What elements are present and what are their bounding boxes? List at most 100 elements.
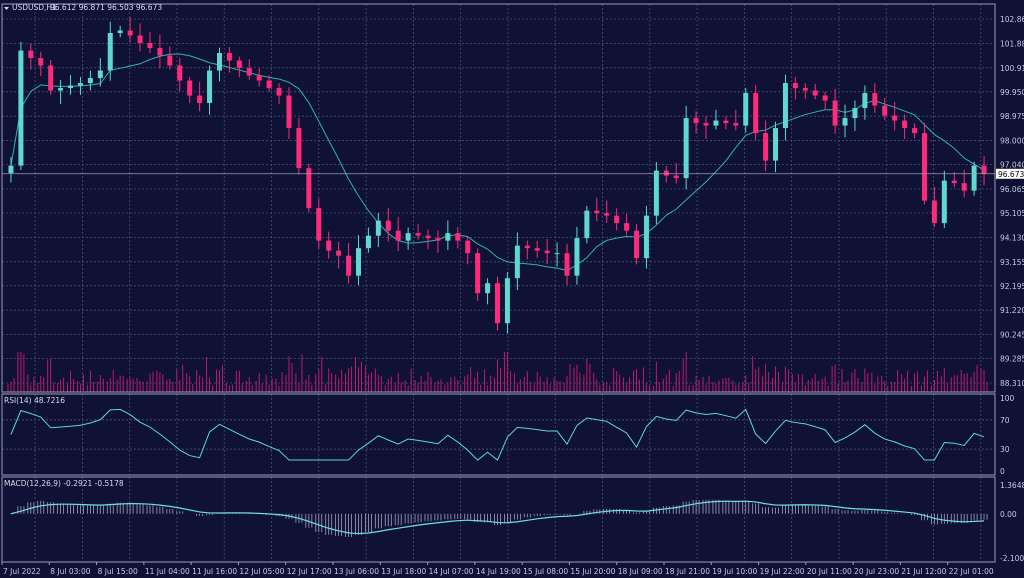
candle-bear <box>594 210 600 214</box>
price-tick-label: 91.220 <box>1000 306 1024 315</box>
x-tick-label: 18 Jul 09:00 <box>618 567 663 576</box>
price-tick-label: 92.195 <box>1000 282 1024 291</box>
candle-bear <box>187 80 193 96</box>
candle-bear <box>246 68 252 76</box>
candle-bear <box>137 35 143 44</box>
candle-bull <box>504 278 510 324</box>
candle-bear <box>495 283 500 324</box>
x-tick-label: 8 Jul 03:00 <box>50 567 90 576</box>
candle-bull <box>971 165 977 191</box>
candle-bear <box>177 65 183 81</box>
x-tick-label: 19 Jul 10:00 <box>712 567 757 576</box>
candle-bull <box>58 88 64 91</box>
candle-bull <box>584 210 590 239</box>
x-tick-label: 18 Jul 21:00 <box>665 567 710 576</box>
candle-bear <box>48 65 54 91</box>
candle-bull <box>97 70 103 79</box>
x-tick-label: 21 Jul 12:00 <box>901 567 946 576</box>
candle-bull <box>216 53 222 71</box>
candle-bear <box>266 80 272 89</box>
symbol-label: USDUSD,H1 <box>12 3 57 12</box>
rsi-tick-label: 70 <box>1000 416 1010 425</box>
candle-bull <box>683 118 689 179</box>
candle-bear <box>892 115 898 121</box>
candle-bear <box>425 235 431 239</box>
x-tick-label: 13 Jul 06:00 <box>334 567 379 576</box>
candle-bear <box>763 133 769 161</box>
macd-title: MACD(12,26,9) -0.2921 -0.5178 <box>4 479 124 488</box>
candle-bull <box>207 70 213 104</box>
candle-bear <box>673 175 679 179</box>
candle-bear <box>912 128 918 134</box>
candle-bull <box>941 180 947 224</box>
candle-bear <box>395 230 401 241</box>
candle-bear <box>753 93 759 134</box>
candle-bull <box>852 108 858 119</box>
price-tick-label: 88.310 <box>1000 379 1024 388</box>
chart-header: USDUSD,H1 96.612 96.871 96.503 96.673 <box>4 3 162 12</box>
candle-bull <box>743 93 749 126</box>
candle-bull <box>862 93 868 109</box>
macd-signal-line <box>10 500 985 535</box>
price-tick-label: 96.065 <box>1000 185 1024 194</box>
candle-bear <box>921 133 927 201</box>
candles <box>8 17 987 334</box>
price-tick-label: 94.130 <box>1000 233 1024 242</box>
x-tick-label: 11 Jul 16:00 <box>192 567 237 576</box>
x-tick-label: 22 Jul 01:00 <box>949 567 994 576</box>
panel-border <box>1 476 996 563</box>
candle-bear <box>902 120 908 129</box>
candle-bear <box>703 123 709 126</box>
macd-panel <box>10 499 988 538</box>
candle-bear <box>475 253 481 294</box>
candle-bull <box>77 83 83 86</box>
price-tick-label: 99.950 <box>1000 88 1024 97</box>
dropdown-triangle-icon[interactable] <box>4 7 9 10</box>
macd-tick-label: 0.00 <box>1000 510 1017 519</box>
x-tick-label: 12 Jul 17:00 <box>287 567 332 576</box>
candle-bear <box>614 215 620 224</box>
x-tick-label: 14 Jul 07:00 <box>429 567 474 576</box>
rsi-tick-label: 30 <box>1000 445 1010 454</box>
candle-bull <box>68 85 74 89</box>
price-tick-label: 93.155 <box>1000 258 1024 267</box>
moving-average <box>10 53 985 271</box>
candle-bear <box>326 240 332 251</box>
candle-bear <box>306 168 312 209</box>
candle-bear <box>981 165 987 174</box>
candle-bear <box>256 75 262 81</box>
candle-bear <box>822 95 828 101</box>
candle-bull <box>355 248 361 276</box>
current-price-label: 96.673 <box>998 170 1024 179</box>
candle-bull <box>87 78 93 84</box>
candle-bear <box>524 245 530 249</box>
candle-bear <box>802 88 808 91</box>
candle-bear <box>316 208 322 241</box>
price-tick-label: 97.040 <box>1000 161 1024 170</box>
candle-bear <box>28 50 34 59</box>
price-tick-label: 102.860 <box>1000 15 1024 24</box>
candle-bear <box>197 95 203 104</box>
price-tick-label: 89.285 <box>1000 355 1024 364</box>
candle-bear <box>544 250 550 254</box>
candle-bull <box>445 233 451 241</box>
candle-bear <box>961 183 967 191</box>
rsi-tick-label: 100 <box>1000 394 1015 403</box>
candle-bear <box>931 200 937 224</box>
candle-bear <box>663 170 669 176</box>
candle-bull <box>554 253 560 255</box>
price-tick-label: 95.105 <box>1000 209 1024 218</box>
x-tick-label: 14 Jul 19:00 <box>476 567 521 576</box>
candle-bear <box>346 255 352 276</box>
candle-bear <box>127 30 133 36</box>
panel-border <box>1 3 996 393</box>
candle-bull <box>574 238 580 276</box>
candle-bear <box>872 93 878 106</box>
candle-bear <box>693 118 699 124</box>
candle-bear <box>415 233 421 236</box>
candle-bull <box>773 128 779 161</box>
x-tick-label: 19 Jul 22:00 <box>760 567 805 576</box>
candle-bear <box>455 233 461 241</box>
